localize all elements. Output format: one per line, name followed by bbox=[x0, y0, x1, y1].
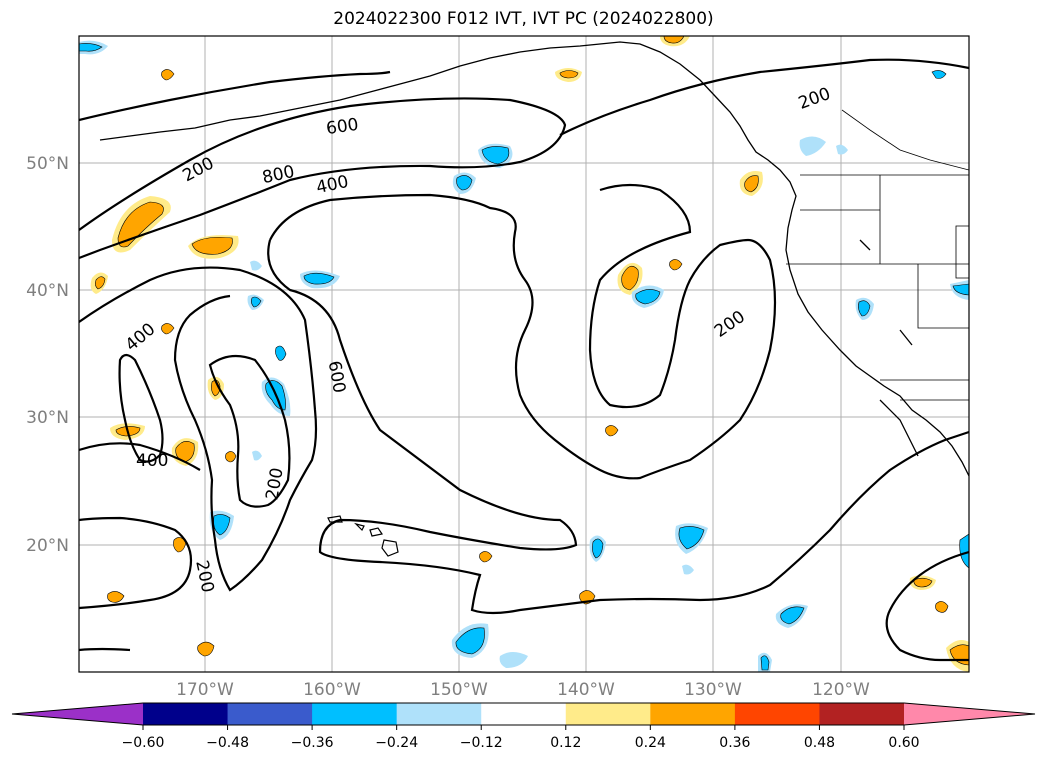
contour-label: 600 bbox=[325, 115, 360, 139]
colorbar-extend-low bbox=[12, 703, 143, 725]
lat-label: 20°N bbox=[26, 536, 69, 556]
colorbar-tick-label: −0.48 bbox=[206, 735, 249, 751]
colorbar-segment bbox=[312, 703, 398, 725]
colorbar-segment bbox=[396, 703, 482, 725]
lon-label: 170°W bbox=[176, 680, 234, 700]
colorbar-segment bbox=[734, 703, 820, 725]
negative-anomaly-patches bbox=[79, 40, 969, 672]
colorbar: −0.60 −0.48 −0.36 −0.24 −0.12 0.12 0.24 0.36 0.4… bbox=[11, 702, 1036, 751]
gridlines bbox=[79, 36, 969, 672]
lon-label: 160°W bbox=[303, 680, 361, 700]
colorbar-tick-label: −0.24 bbox=[375, 735, 418, 751]
colorbar-segment bbox=[227, 703, 313, 725]
contour-label: 400 bbox=[136, 451, 168, 471]
lon-label: 130°W bbox=[684, 680, 742, 700]
map-frame bbox=[78, 35, 970, 673]
lon-label: 120°W bbox=[812, 680, 870, 700]
lat-label: 50°N bbox=[26, 154, 69, 174]
colorbar-tick-label: 0.60 bbox=[888, 735, 919, 751]
colorbar-extend-high bbox=[904, 703, 1035, 725]
lat-label: 40°N bbox=[26, 281, 69, 301]
coastlines bbox=[99, 41, 969, 477]
colorbar-tick-label: 0.12 bbox=[550, 735, 581, 751]
colorbar-tick-label: −0.36 bbox=[291, 735, 334, 751]
colorbar-segment bbox=[565, 703, 651, 725]
lon-label: 150°W bbox=[430, 680, 488, 700]
positive-anomaly-patches bbox=[90, 36, 969, 672]
colorbar-segment bbox=[819, 703, 905, 725]
colorbar-tick-label: −0.12 bbox=[460, 735, 503, 751]
lat-label: 30°N bbox=[26, 408, 69, 428]
hawaii-islands bbox=[327, 515, 399, 557]
map-title: 2024022300 F012 IVT, IVT PC (2024022800) bbox=[333, 9, 714, 29]
longitude-labels: 170°W 160°W 150°W 140°W 130°W 120°W bbox=[176, 680, 870, 700]
political-borders bbox=[786, 109, 969, 401]
colorbar-tick-label: 0.36 bbox=[719, 735, 750, 751]
colorbar-segment bbox=[143, 703, 229, 725]
colorbar-segment bbox=[481, 703, 567, 725]
colorbar-tick-label: −0.60 bbox=[122, 735, 165, 751]
ivt-contours bbox=[79, 58, 969, 662]
lon-label: 140°W bbox=[557, 680, 615, 700]
latitude-labels: 20°N 30°N 40°N 50°N bbox=[26, 154, 69, 556]
colorbar-segment bbox=[650, 703, 736, 725]
colorbar-tick-label: 0.48 bbox=[804, 735, 835, 751]
colorbar-tick-label: 0.24 bbox=[635, 735, 666, 751]
